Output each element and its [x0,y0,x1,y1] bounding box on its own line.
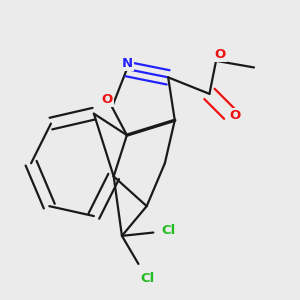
Text: N: N [121,57,132,70]
Text: O: O [214,48,226,62]
Text: O: O [101,93,113,106]
Text: Cl: Cl [140,272,154,285]
Text: Cl: Cl [162,224,176,237]
Text: O: O [230,109,241,122]
